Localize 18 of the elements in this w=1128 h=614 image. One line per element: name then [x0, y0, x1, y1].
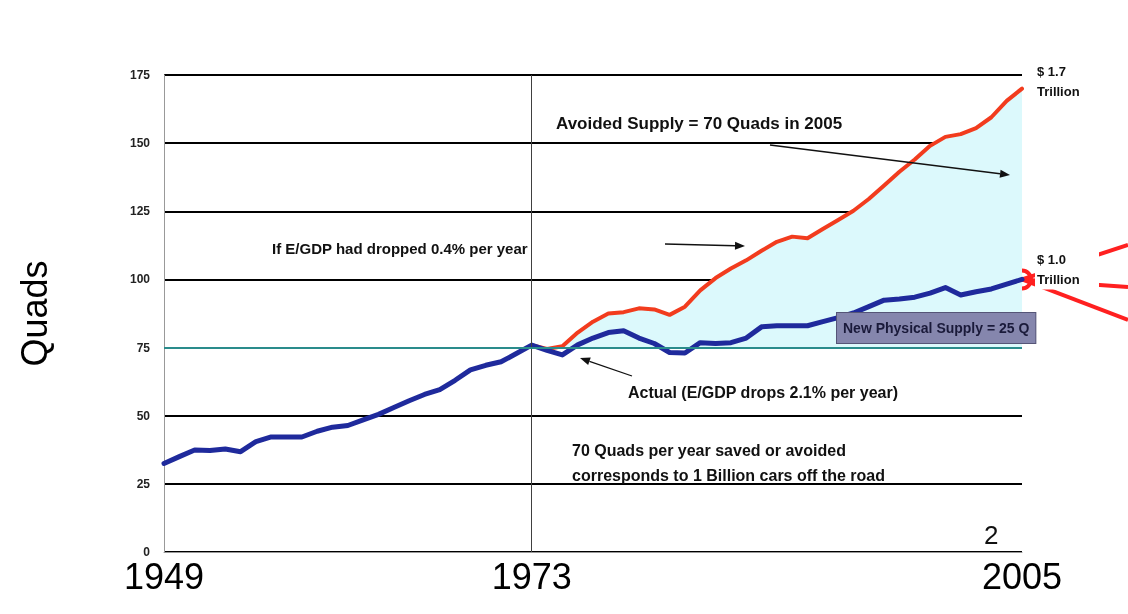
annotation: Actual (E/GDP drops 2.1% per year)	[628, 384, 899, 401]
annotation: 2	[984, 520, 999, 550]
annotation: $ 1.0 Trillion	[1037, 251, 1080, 287]
y-tick-label: 25	[136, 476, 151, 491]
x-tick-label: 2005	[981, 555, 1063, 597]
annotation: $ 1.7 Trillion	[1037, 64, 1080, 100]
y-tick-label: 50	[136, 408, 151, 423]
annotation: 70 Quads per year saved or avoided corresponds to 1 Billion cars off the road	[572, 442, 885, 484]
y-tick-label: 75	[136, 340, 151, 355]
y-tick-label: 125	[129, 204, 151, 219]
x-tick-label: 1973	[491, 555, 572, 597]
annotation: Avoided Supply = 70 Quads in 2005	[556, 113, 843, 133]
y-tick-label: 175	[129, 68, 151, 82]
annotation: New Physical Supply = 25 Q	[843, 320, 1030, 336]
y-tick-label: 150	[129, 136, 151, 151]
annotation: If E/GDP had dropped 0.4% per year	[272, 240, 528, 257]
y-axis-title: Quads	[13, 260, 55, 367]
y-tick-label: 100	[129, 272, 151, 287]
